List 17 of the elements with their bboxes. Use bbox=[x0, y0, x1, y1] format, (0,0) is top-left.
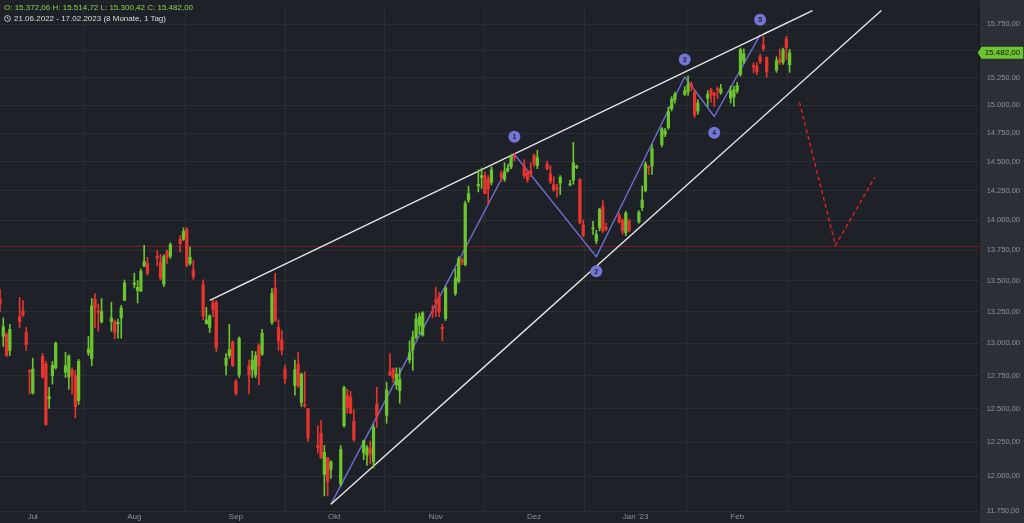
candlestick bbox=[647, 165, 651, 175]
candlestick bbox=[440, 323, 444, 342]
x-tick-label: Nov bbox=[428, 512, 443, 522]
candlestick bbox=[47, 387, 51, 409]
candlestick bbox=[93, 293, 97, 329]
x-tick-label: Jan '23 bbox=[622, 512, 649, 522]
x-tick-label: Jul bbox=[27, 512, 39, 522]
x-tick-label: Sep bbox=[228, 512, 244, 522]
candlestick bbox=[303, 371, 307, 408]
x-tick-label: Feb bbox=[730, 512, 745, 522]
candlestick bbox=[712, 91, 716, 107]
x-tick-label: Okt bbox=[327, 512, 342, 522]
x-tick-label: Dez bbox=[526, 512, 542, 522]
text: 21.06.2022 - 17.02.2023 (8 Monate, 1 Tag) bbox=[14, 13, 166, 24]
text: 15.482,00 bbox=[984, 48, 1021, 58]
chart-title: O: 15.372,06 H: 15.514,72 L: 15.300,42 C: 15.482,00 bbox=[4, 2, 194, 13]
x-tick-label: Aug bbox=[127, 512, 142, 522]
